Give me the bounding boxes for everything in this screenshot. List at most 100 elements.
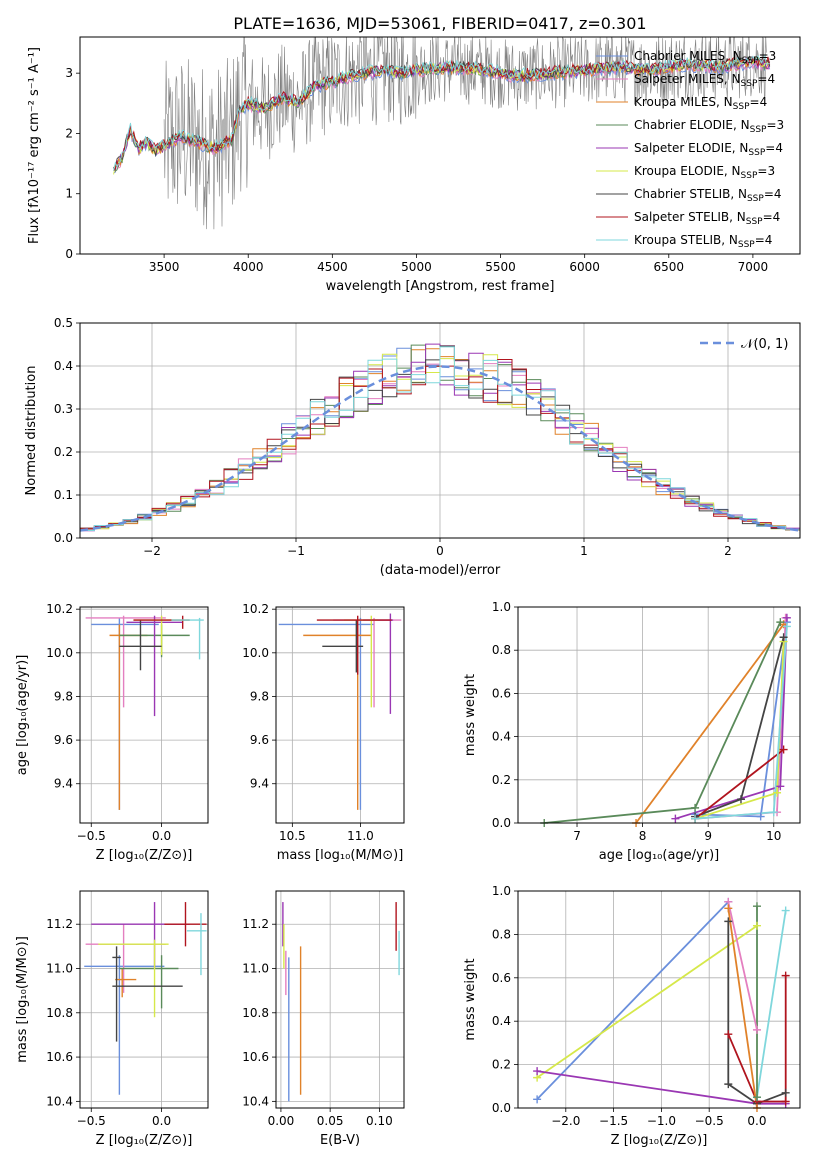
weight-line-salpeter_elodie bbox=[675, 617, 788, 820]
axes-frame bbox=[79, 890, 209, 1109]
x-tick-label: 5500 bbox=[485, 260, 516, 274]
weight-marker bbox=[752, 1093, 761, 1102]
weight-marker bbox=[776, 782, 785, 791]
axes-frame bbox=[517, 606, 801, 824]
plot-area-age_vs_mass bbox=[276, 607, 404, 823]
y-tick-label: 11.2 bbox=[242, 917, 269, 931]
y-axis-label: age [log₁₀(age/yr)] bbox=[15, 655, 30, 776]
weight-marker bbox=[752, 1025, 761, 1034]
y-tick-label: 10.4 bbox=[46, 1094, 73, 1108]
normal-curve bbox=[80, 365, 800, 532]
legend-suffix: =4 bbox=[750, 95, 768, 109]
axes-frame bbox=[275, 606, 405, 824]
plot-area-mass_vs_ebv bbox=[276, 891, 404, 1108]
x-tick-label: −0.5 bbox=[77, 1114, 106, 1128]
y-axis-label: Flux [fλ10⁻¹⁷ erg cm⁻² s⁻¹ A⁻¹] bbox=[27, 47, 42, 244]
y-tick-label: 10.6 bbox=[46, 1050, 73, 1064]
y-tick-label: 10.2 bbox=[46, 602, 73, 616]
weight-marker bbox=[724, 917, 733, 926]
weight-line-salpeter_stelib bbox=[694, 748, 785, 820]
legend-suffix: =3 bbox=[757, 164, 775, 178]
y-tick-label: 0.6 bbox=[492, 971, 511, 985]
weight-marker bbox=[736, 795, 745, 804]
axes-frame bbox=[79, 322, 801, 539]
x-tick-label: 3500 bbox=[149, 260, 180, 274]
axes-frame bbox=[79, 36, 801, 255]
x-axis-label: Z [log₁₀(Z/Z⊙)] bbox=[96, 848, 193, 863]
x-tick-label: 9 bbox=[704, 829, 712, 843]
weight-marker bbox=[781, 971, 790, 980]
y-tick-label: 9.4 bbox=[54, 777, 73, 791]
legend-label: Chabrier STELIB, NSSP=4 bbox=[634, 187, 782, 204]
weight-marker bbox=[752, 902, 761, 911]
legend-suffix: =3 bbox=[759, 49, 777, 63]
y-tick-label: 0.8 bbox=[492, 927, 511, 941]
plot-area-spectrum bbox=[113, 37, 771, 230]
x-tick-label: 0 bbox=[436, 544, 444, 558]
axes-mass_vs_Z: −0.5 0.0 10.4 10.6 10.8 11.0 11.2 Z [log₁₀(Z/Z⊙… bbox=[15, 890, 209, 1148]
legend-label: Salpeter ELODIE, NSSP=4 bbox=[634, 141, 783, 158]
legend-label: Kroupa ELODIE, NSSP=3 bbox=[634, 164, 775, 181]
legend-subscript: SSP bbox=[748, 148, 765, 158]
y-tick-label: 0.3 bbox=[54, 402, 73, 416]
weight-marker bbox=[724, 1030, 733, 1039]
x-tick-label: 10 bbox=[766, 829, 781, 843]
y-tick-label: 10.2 bbox=[242, 602, 269, 616]
x-tick-label: 10.5 bbox=[279, 829, 306, 843]
legend-suffix: =3 bbox=[766, 118, 784, 132]
x-tick-label: 0.10 bbox=[366, 1114, 393, 1128]
y-tick-label: 0.2 bbox=[492, 1058, 511, 1072]
x-axis-label: (data-model)/error bbox=[380, 563, 501, 578]
legend-subscript: SSP bbox=[750, 125, 767, 135]
weight-line-kroupa_stelib bbox=[756, 910, 787, 1098]
x-tick-label: 6500 bbox=[654, 260, 685, 274]
x-axis-label: Z [log₁₀(Z/Z⊙)] bbox=[96, 1133, 193, 1148]
x-tick-label: 0.0 bbox=[152, 829, 171, 843]
y-axis-label: mass weight bbox=[463, 674, 478, 756]
y-tick-label: 10.0 bbox=[46, 646, 73, 660]
axes-age_vs_Z: −0.5 0.0 9.4 9.6 9.8 10.0 10.2 Z [log₁₀(Z/Z⊙)] a… bbox=[15, 602, 209, 863]
x-tick-label: 4500 bbox=[317, 260, 348, 274]
x-tick-label: 5000 bbox=[401, 260, 432, 274]
model-spectrum-kroupa_stelib bbox=[113, 54, 770, 171]
axes-frame bbox=[275, 890, 405, 1109]
legend-suffix: =4 bbox=[763, 210, 781, 224]
y-tick-label: 9.4 bbox=[250, 777, 269, 791]
y-tick-label: 10.4 bbox=[242, 1094, 269, 1108]
legend-subscript: SSP bbox=[733, 102, 750, 112]
y-axis-label: mass [log₁₀(M/M⊙)] bbox=[15, 936, 30, 1063]
y-tick-label: 3 bbox=[65, 66, 73, 80]
y-axis-label: mass weight bbox=[463, 958, 478, 1040]
x-tick-label: 8 bbox=[639, 829, 647, 843]
plot-area-residuals bbox=[80, 323, 800, 538]
x-tick-label: −2 bbox=[143, 544, 161, 558]
weight-marker bbox=[724, 904, 733, 913]
legend-subscript: SSP bbox=[747, 194, 764, 204]
figure-title: PLATE=1636, MJD=53061, FIBERID=0417, z=0… bbox=[233, 14, 646, 33]
y-tick-label: 11.0 bbox=[242, 962, 269, 976]
weight-marker bbox=[533, 1095, 542, 1104]
legend-label: Chabrier MILES, NSSP=3 bbox=[634, 49, 776, 66]
y-tick-label: 0.0 bbox=[54, 531, 73, 545]
x-tick-label: 0.0 bbox=[747, 1114, 766, 1128]
x-axis-label: mass [log₁₀(M/M⊙)] bbox=[277, 848, 404, 863]
x-tick-label: 7 bbox=[573, 829, 581, 843]
weight-line-kroupa_miles bbox=[635, 623, 785, 823]
y-tick-label: 11.0 bbox=[46, 962, 73, 976]
weight-marker bbox=[781, 906, 790, 915]
y-tick-label: 0.0 bbox=[492, 816, 511, 830]
y-tick-label: 0.0 bbox=[492, 1101, 511, 1115]
x-tick-label: 0.00 bbox=[268, 1114, 295, 1128]
weight-marker bbox=[776, 618, 785, 627]
axes-mass_vs_ebv: 0.00 0.05 0.10 10.4 10.6 10.8 11.0 11.2 E(B-V) bbox=[242, 890, 405, 1148]
axes-frame bbox=[79, 606, 209, 824]
x-tick-label: −0.5 bbox=[77, 829, 106, 843]
model-spectrum-kroupa_miles bbox=[113, 56, 771, 169]
y-tick-label: 0.4 bbox=[54, 359, 73, 373]
weight-marker bbox=[752, 921, 761, 930]
plot-area-weight_vs_Z bbox=[518, 891, 800, 1108]
legend-subscript: SSP bbox=[741, 79, 758, 89]
y-tick-label: 0.4 bbox=[492, 730, 511, 744]
legend-subscript: SSP bbox=[738, 240, 755, 250]
legend-suffix: =4 bbox=[757, 72, 775, 86]
